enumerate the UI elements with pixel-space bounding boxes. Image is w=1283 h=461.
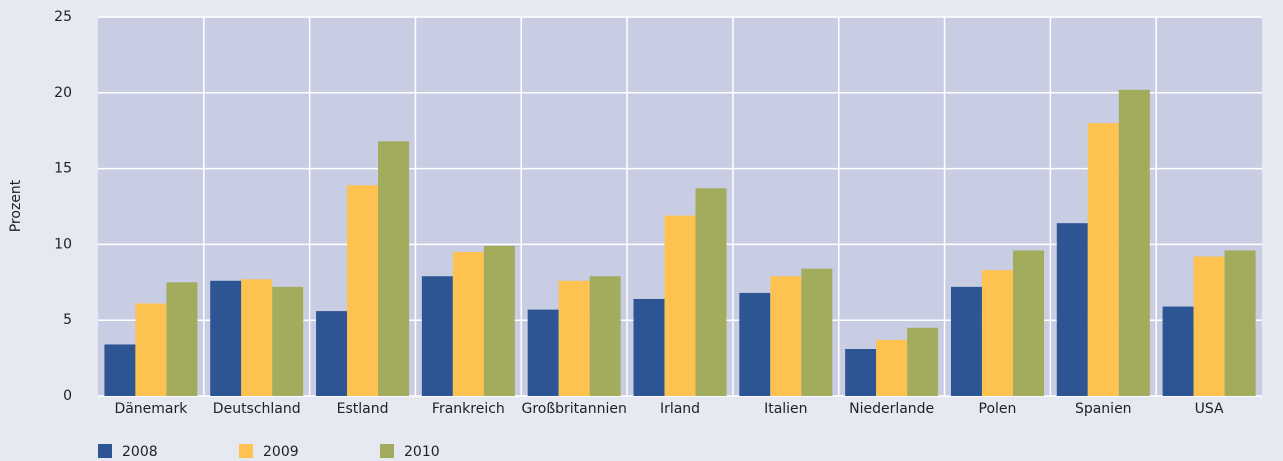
bar	[210, 280, 242, 396]
bar	[166, 282, 198, 396]
bar	[589, 276, 621, 396]
x-tick-label: Niederlande	[849, 401, 934, 417]
legend-label: 2008	[122, 444, 158, 460]
legend-swatch	[380, 444, 394, 458]
bar	[1012, 250, 1044, 396]
bar	[452, 251, 484, 396]
bar	[1056, 223, 1088, 396]
bar	[1162, 306, 1194, 396]
y-tick-label: 15	[54, 161, 72, 177]
bar	[1087, 123, 1119, 397]
bar	[241, 279, 273, 396]
legend-swatch	[98, 444, 112, 458]
bar	[1224, 250, 1256, 396]
bar	[483, 245, 515, 396]
bar	[907, 327, 939, 396]
bar	[695, 188, 727, 396]
x-tick-label: Estland	[337, 401, 389, 417]
bar	[1118, 89, 1150, 396]
y-tick-label: 10	[54, 236, 72, 252]
bar	[316, 311, 348, 396]
legend-label: 2009	[263, 444, 299, 460]
bar	[981, 270, 1013, 396]
x-tick-label: Spanien	[1075, 401, 1132, 417]
x-tick-label: Dänemark	[114, 401, 188, 417]
legend-swatch	[239, 444, 253, 458]
y-axis-label: Prozent	[8, 179, 24, 232]
bar	[1193, 256, 1225, 396]
bar	[347, 185, 379, 396]
x-tick-label: Frankreich	[432, 401, 505, 417]
bar	[272, 286, 304, 396]
legend-label: 2010	[404, 444, 440, 460]
y-tick-label: 25	[54, 9, 72, 25]
x-tick-label: Polen	[979, 401, 1017, 417]
bar	[558, 280, 590, 396]
x-tick-label: Großbritannien	[521, 401, 626, 417]
bar	[739, 292, 771, 396]
bar	[421, 276, 453, 396]
bar	[378, 141, 410, 396]
y-tick-label: 0	[63, 388, 72, 404]
y-tick-label: 5	[63, 312, 72, 328]
bar	[801, 268, 833, 396]
x-tick-label: Irland	[660, 401, 700, 417]
bar	[633, 298, 665, 396]
bar	[664, 215, 696, 396]
bar	[527, 309, 559, 396]
x-tick-label: USA	[1195, 401, 1224, 417]
bar	[950, 286, 982, 396]
bar	[845, 349, 877, 396]
y-tick-label: 20	[54, 85, 72, 101]
bar	[135, 303, 167, 396]
x-tick-label: Italien	[764, 401, 807, 417]
x-tick-label: Deutschland	[213, 401, 301, 417]
bar	[104, 344, 136, 396]
bar	[876, 339, 908, 396]
bar	[770, 276, 802, 396]
